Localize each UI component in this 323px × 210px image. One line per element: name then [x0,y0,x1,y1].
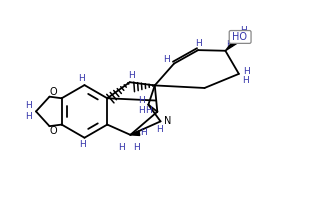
Polygon shape [225,39,238,51]
Text: H: H [195,39,202,47]
Text: H: H [128,71,135,80]
Text: H: H [243,76,249,85]
Text: HO: HO [232,32,247,42]
Text: O: O [49,126,57,136]
Text: H: H [78,74,85,83]
Text: H: H [138,106,145,115]
Text: H: H [140,128,147,137]
Text: H: H [133,143,140,152]
Text: H: H [26,101,32,110]
Text: H: H [163,55,170,64]
Text: H: H [240,26,246,35]
Text: H: H [79,140,86,149]
Text: H: H [145,106,152,115]
Text: H: H [138,96,145,105]
Text: H: H [244,67,250,76]
Text: H: H [26,112,32,121]
Text: O: O [49,87,57,97]
Text: H: H [226,41,233,50]
Text: H: H [157,125,163,134]
Text: N: N [164,116,171,126]
Polygon shape [130,131,140,135]
Text: H: H [118,143,124,152]
FancyBboxPatch shape [229,30,251,43]
